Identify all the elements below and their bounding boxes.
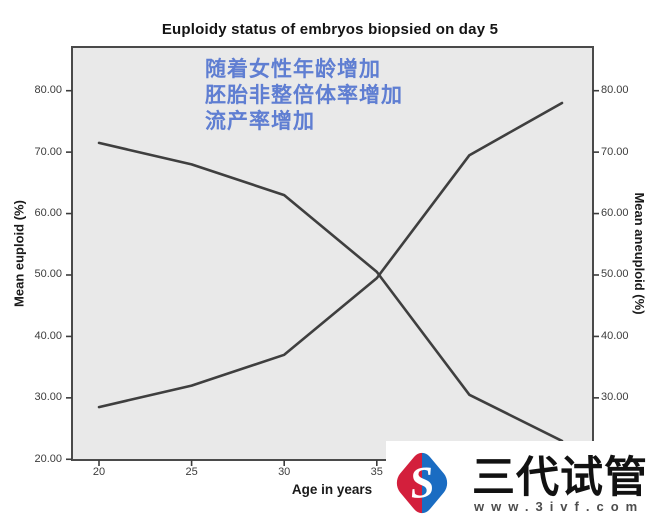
tick-label: 30.00 [601,391,629,404]
annotation-line-1: 随着女性年龄增加 [205,58,381,81]
x-axis-label: Age in years [291,482,373,497]
tick-label: 80.00 [601,84,629,97]
tick-label: 50.00 [601,268,629,281]
tick-label: 70.00 [34,145,62,158]
tick-label: 70.00 [601,145,629,158]
annotation-text: 随着女性年龄增加 胚胎非整倍体率增加 流产率增加 [205,57,403,135]
tick-label: 20.00 [34,452,62,465]
3ivf-logo-icon: S [396,452,448,514]
tick-label: 60.00 [601,207,629,220]
chart-title: Euploidy status of embryos biopsied on d… [161,21,499,38]
tick-label: 30 [278,466,291,478]
tick-label: 20 [92,466,106,478]
watermark: S 三代试管 www.3ivf.com [386,441,660,526]
tick-label: 60.00 [34,207,62,220]
annotation-line-2: 胚胎非整倍体率增加 [205,84,403,107]
tick-label: 35 [370,466,383,478]
tick-label: 40.00 [601,329,629,342]
watermark-brand: 三代试管 [472,454,648,502]
tick-label: 80.00 [34,84,62,97]
tick-label: 25 [185,466,198,478]
logo-s-glyph: S [407,457,436,508]
tick-label: 40.00 [34,329,62,342]
watermark-url: www.3ivf.com [474,499,645,514]
annotation-line-3: 流产率增加 [205,110,315,133]
tick-label: 30.00 [34,391,62,404]
tick-label: 50.00 [34,268,62,281]
